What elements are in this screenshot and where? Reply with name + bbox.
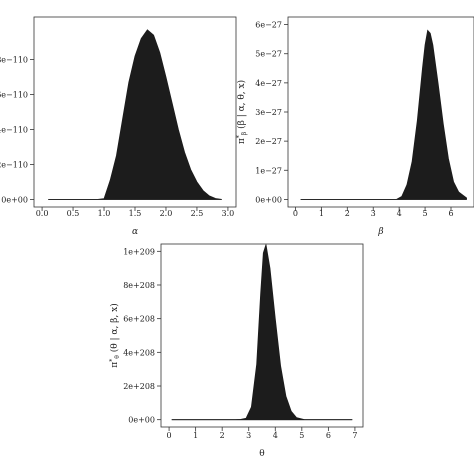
x-tick-label-beta-0: 0 — [293, 209, 298, 218]
y-axis-title-beta-group: π*β (β | α, θ, x) — [236, 80, 248, 144]
y-tick-label-beta-5: 5e−27 — [255, 50, 282, 59]
x-tick-label-theta-5: 5 — [299, 431, 304, 440]
x-tick-label-beta-4: 4 — [397, 209, 402, 218]
y-tick-label-theta-4: 8e+208 — [123, 281, 155, 290]
y-tick-label-beta-1: 1e−27 — [255, 166, 282, 175]
x-tick-label-beta-3: 3 — [371, 209, 376, 218]
density-area-alpha — [48, 29, 222, 200]
x-tick-label-alpha-6: 3.0 — [222, 209, 235, 218]
y-tick-label-beta-0: 0e+00 — [255, 195, 282, 204]
x-tick-label-alpha-5: 2.5 — [191, 209, 204, 218]
x-tick-label-theta-2: 2 — [220, 431, 225, 440]
y-tick-label-beta-2: 2e−27 — [255, 137, 282, 146]
x-axis-title-beta: β — [377, 227, 383, 237]
y-tick-label-alpha-3: 6e−110 — [0, 91, 28, 100]
panel-theta: 0 1 2 3 4 5 6 7 0e+00 2e+208 4e+208 6e+208 8e+208 1e+… — [109, 243, 364, 459]
x-tick-label-alpha-0: 0.0 — [36, 209, 49, 218]
x-tick-label-theta-0: 0 — [167, 431, 172, 440]
x-tick-label-beta-5: 5 — [423, 209, 428, 218]
y-tick-label-alpha-2: 4e−110 — [0, 125, 28, 134]
y-tick-label-theta-1: 2e+208 — [123, 382, 155, 391]
x-tick-label-alpha-1: 0.5 — [67, 209, 80, 218]
x-tick-label-theta-7: 7 — [352, 431, 357, 440]
y-tick-label-theta-2: 4e+208 — [123, 348, 155, 357]
x-tick-label-alpha-2: 1.0 — [98, 209, 111, 218]
x-tick-label-theta-1: 1 — [193, 431, 198, 440]
x-tick-label-alpha-4: 2.0 — [160, 209, 173, 218]
x-axis-title-alpha: α — [132, 227, 138, 237]
y-tick-label-beta-4: 4e−27 — [255, 79, 282, 88]
panel-alpha: 0.0 0.5 1.0 1.5 2.0 2.5 3.0 0e+00 2e−110 4e−110 6e… — [0, 16, 237, 237]
y-tick-label-beta-6: 6e−27 — [255, 21, 282, 30]
y-axis-title-theta-group: π*θ (θ | α, β, x) — [109, 303, 121, 367]
density-area-theta — [171, 244, 353, 421]
y-tick-label-alpha-4: 8e−110 — [0, 56, 28, 65]
y-tick-label-theta-0: 0e+00 — [128, 416, 155, 425]
x-tick-label-theta-3: 3 — [246, 431, 251, 440]
y-tick-label-alpha-1: 2e−110 — [0, 160, 28, 169]
x-tick-label-theta-6: 6 — [326, 431, 331, 440]
panel-beta: 0 1 2 3 4 5 6 0e+00 1e−27 2e−27 3e−27 4e−27 5e−27 6e−… — [236, 16, 474, 237]
x-tick-label-alpha-3: 1.5 — [129, 209, 142, 218]
y-axis-title-beta: π*β (β | α, θ, x) — [236, 80, 248, 144]
x-axis-title-theta: θ — [259, 449, 264, 459]
density-area-beta — [300, 29, 467, 200]
x-tick-label-beta-2: 2 — [345, 209, 350, 218]
y-tick-label-theta-5: 1e+209 — [123, 247, 155, 256]
x-tick-label-beta-6: 6 — [448, 209, 453, 218]
x-tick-label-beta-1: 1 — [319, 209, 324, 218]
x-tick-label-theta-4: 4 — [273, 431, 278, 440]
plot-frame-theta — [160, 243, 364, 428]
y-tick-label-alpha-0: 0e+00 — [1, 195, 28, 204]
y-tick-label-theta-3: 6e+208 — [123, 315, 155, 324]
y-axis-title-theta: π*θ (θ | α, β, x) — [109, 303, 121, 367]
y-tick-label-beta-3: 3e−27 — [255, 108, 282, 117]
